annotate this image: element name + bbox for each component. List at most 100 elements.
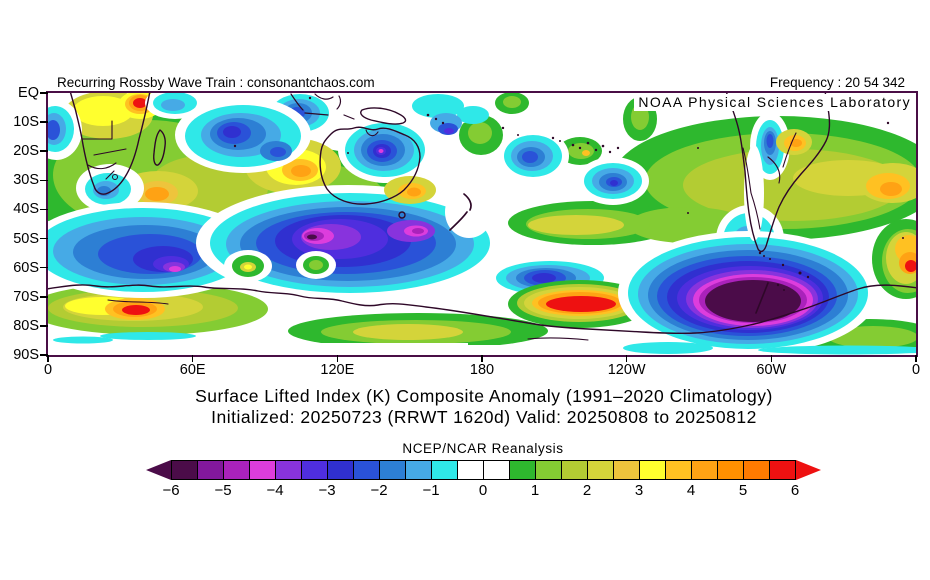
madagascar-coastline	[153, 129, 166, 166]
colorbar-segment	[561, 461, 587, 479]
colorbar-tick-label: 0	[478, 482, 488, 499]
colorbar-source-label: NCEP/NCAR Reanalysis	[402, 441, 564, 456]
colorbar-segment	[639, 461, 665, 479]
x-axis-label: 0	[43, 362, 53, 378]
australia-coastline	[319, 126, 421, 205]
y-axis-label: 40S	[13, 201, 39, 218]
colorbar-segment	[691, 461, 717, 479]
colorbar-tick-label: 6	[790, 482, 800, 499]
colorbar-segment	[587, 461, 613, 479]
y-axis-tick	[40, 150, 48, 153]
y-axis-label: 10S	[13, 114, 39, 131]
colorbar-tick-label: −3	[318, 482, 336, 499]
new-zealand-coastline	[449, 193, 472, 231]
y-axis-tick	[40, 92, 48, 94]
y-axis-label: 30S	[13, 172, 39, 189]
colorbar-tick-label: 5	[738, 482, 748, 499]
colorbar-segment	[769, 461, 795, 479]
colorbar-segment	[197, 461, 223, 479]
colorbar-segment	[249, 461, 275, 479]
colorbar-segment	[509, 461, 535, 479]
map-frame: NOAA Physical Sciences Laboratory	[46, 91, 918, 357]
y-axis-tick	[40, 266, 48, 269]
coastlines	[48, 93, 916, 341]
x-axis-tick	[915, 355, 917, 362]
colorbar-segment	[405, 461, 431, 479]
africa-borders	[81, 120, 127, 180]
header-left-credit: Recurring Rossby Wave Train : consonantc…	[57, 75, 375, 90]
gulf-of-carpentaria	[365, 129, 379, 137]
island-specks	[233, 96, 904, 291]
y-axis-label: 90S	[13, 347, 39, 363]
y-axis-label: 60S	[13, 259, 39, 276]
x-axis-tick	[47, 355, 49, 362]
colorbar-segment	[301, 461, 327, 479]
y-axis-tick	[40, 325, 48, 327]
negative-anomaly-regions	[48, 93, 916, 355]
colorbar-tick-label: 4	[686, 482, 696, 499]
y-axis-tick	[40, 354, 48, 356]
y-axis-label: 70S	[13, 288, 39, 305]
x-axis-label: 120E	[320, 362, 355, 378]
colorbar-tick-label: 2	[582, 482, 592, 499]
anomaly-map	[48, 93, 916, 355]
colorbar-segment	[613, 461, 639, 479]
colorbar-segment	[457, 461, 483, 479]
colorbar: −6 −5 −4 −3 −2 −1 0 1 2 3 4 5 6	[146, 460, 821, 499]
colorbar-segment	[483, 461, 509, 479]
y-axis-tick	[40, 237, 48, 240]
x-axis-label: 180	[469, 362, 495, 378]
colorbar-segment	[717, 461, 743, 479]
x-axis-label: 60E	[179, 362, 206, 378]
y-axis-tick	[40, 121, 48, 123]
bottom-polar-bands	[48, 332, 916, 355]
colorbar-tick-label: −1	[422, 482, 440, 499]
x-axis-tick	[481, 355, 483, 362]
colorbar-segment	[172, 461, 197, 479]
x-axis-label: 120W	[607, 362, 646, 378]
noaa-watermark: NOAA Physical Sciences Laboratory	[634, 94, 913, 111]
antarctic-peninsula-coastline	[755, 282, 769, 314]
colorbar-tick-label: 3	[634, 482, 644, 499]
y-axis-label: EQ	[18, 85, 39, 101]
y-axis-label: 80S	[13, 317, 39, 334]
x-axis-tick	[625, 355, 628, 362]
colorbar-segment	[275, 461, 301, 479]
indonesia-coastlines	[290, 93, 355, 120]
colorbar-segment	[379, 461, 405, 479]
y-axis-label: 20S	[13, 143, 39, 160]
colorbar-segment	[665, 461, 691, 479]
header-frequency: Frequency : 20 54 342	[769, 75, 905, 90]
colorbar-tick-label: 1	[530, 482, 540, 499]
x-axis-label: 60W	[756, 362, 787, 378]
ice-shelf-fragments	[107, 299, 589, 341]
caption-title: Surface Lifted Index (K) Composite Anoma…	[195, 386, 773, 406]
x-axis-label: 0	[911, 362, 921, 378]
colorbar-arrow-right	[796, 460, 821, 480]
colorbar-strip	[171, 460, 796, 480]
x-axis-tick	[336, 355, 339, 362]
south-america-borders	[742, 132, 797, 230]
tasmania-coastline	[398, 211, 406, 219]
caption-subtitle: Initialized: 20250723 (RRWT 1620d) Valid…	[211, 407, 757, 427]
y-axis-tick	[40, 295, 48, 298]
colorbar-segment	[223, 461, 249, 479]
colorbar-segment	[353, 461, 379, 479]
antarctica-coastline	[48, 284, 916, 335]
colorbar-segment	[535, 461, 561, 479]
colorbar-tick-label: −2	[370, 482, 388, 499]
lesotho-border	[112, 174, 118, 180]
colorbar-arrow-left	[146, 460, 171, 480]
colorbar-segment	[743, 461, 769, 479]
south-america-coastline	[725, 93, 831, 253]
colorbar-segment	[327, 461, 353, 479]
colorbar-tick-label: −5	[214, 482, 232, 499]
colorbar-tick-label: −4	[266, 482, 284, 499]
x-axis-tick	[770, 355, 773, 362]
y-axis-tick	[40, 208, 48, 211]
new-guinea-coastline	[360, 107, 407, 125]
x-axis-tick	[191, 355, 194, 362]
y-axis-label: 50S	[13, 230, 39, 247]
y-axis-tick	[40, 179, 48, 182]
colorbar-tick-label: −6	[162, 482, 180, 499]
